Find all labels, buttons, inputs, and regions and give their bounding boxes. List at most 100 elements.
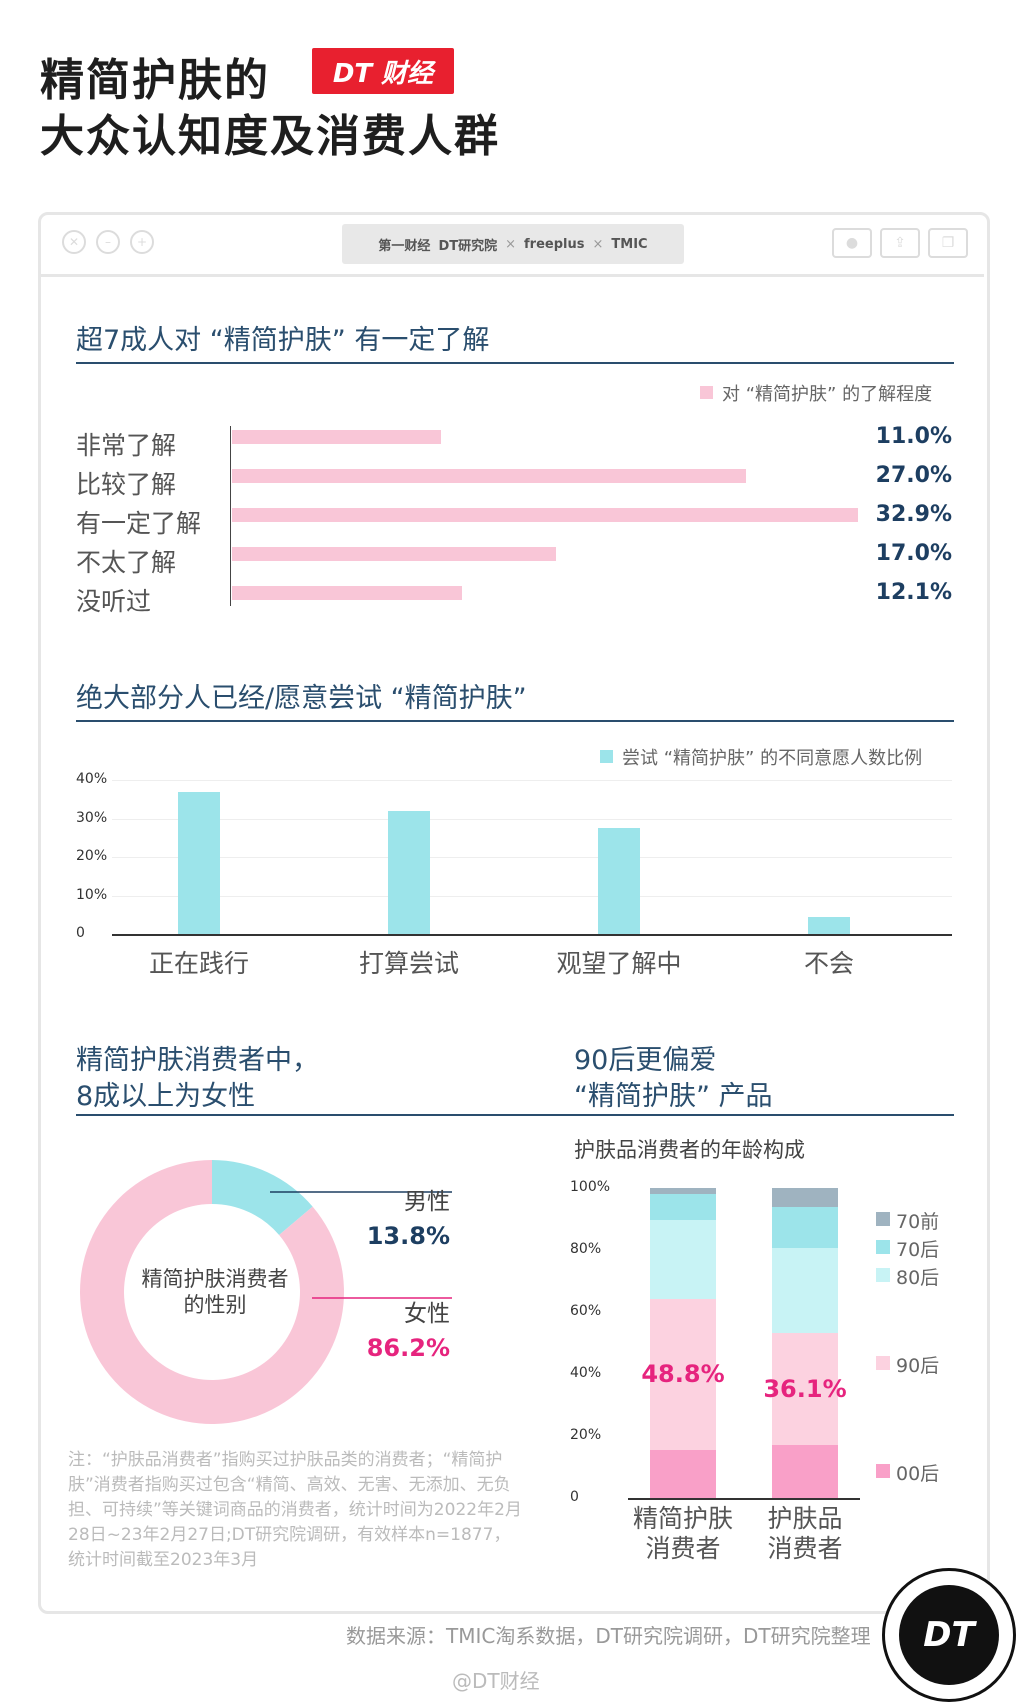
- section-title-age-2: “精简护肤” 产品: [574, 1081, 773, 1112]
- y-tick-label: 100%: [570, 1179, 611, 1195]
- legend-label: 90后: [896, 1355, 940, 1377]
- section-title-gender-2: 8成以上为女性: [76, 1081, 256, 1112]
- y-tick-label: 30%: [76, 809, 108, 826]
- gridline: [112, 818, 952, 820]
- x-category-label: 打算尝试: [358, 949, 459, 978]
- donut-center-line2: 的性别: [183, 1293, 247, 1317]
- legend-label: 80后: [896, 1267, 940, 1289]
- data-label: 36.1%: [763, 1375, 847, 1404]
- data-label: 48.8%: [641, 1360, 725, 1389]
- footnote: 注：“护肤品消费者”指购买过护肤品类的消费者；“精简护肤”消费者指购买过包含“精…: [68, 1450, 522, 1570]
- pie-slice: [80, 1160, 344, 1424]
- section-rule: [76, 720, 954, 722]
- legend-label: 尝试 “精简护肤” 的不同意愿人数比例: [622, 748, 923, 769]
- x-category-label-1: 精简护肤: [632, 1504, 733, 1533]
- legend-swatch: [876, 1356, 890, 1370]
- gridline: [112, 780, 952, 781]
- address-item: TMIC: [611, 236, 648, 252]
- dt-logo-text: DT: [899, 1585, 999, 1685]
- y-tick-label: 20%: [76, 848, 108, 864]
- data-label: 32.9%: [875, 502, 952, 527]
- stacked-segment: [650, 1449, 716, 1498]
- y-tick-label: 40%: [570, 1365, 602, 1381]
- legend-label: 70后: [896, 1239, 940, 1261]
- maximize-icon[interactable]: +: [130, 230, 154, 254]
- x-axis-line: [112, 934, 952, 936]
- section-rule: [76, 1114, 954, 1116]
- category-label: 非常了解: [76, 431, 177, 460]
- x-category-label-1: 护肤品: [767, 1504, 843, 1533]
- female-label: 女性: [404, 1301, 450, 1327]
- y-tick-label: 20%: [570, 1427, 602, 1443]
- bar: [388, 810, 430, 934]
- legend-swatch: [600, 750, 613, 763]
- section-title-awareness: 超7成人对 “精简护肤” 有一定了解: [76, 325, 490, 356]
- browser-toolbar: [38, 212, 984, 277]
- bar: [232, 586, 463, 600]
- bar: [232, 469, 746, 483]
- bar: [598, 828, 640, 934]
- address-item: freeplus: [524, 236, 585, 252]
- address-bar[interactable]: 第一财经 DT研究院 × freeplus × TMIC: [342, 224, 684, 264]
- x-category-label: 不会: [803, 949, 854, 978]
- data-label: 12.1%: [875, 580, 952, 605]
- data-label: 11.0%: [875, 424, 952, 449]
- category-label: 没听过: [76, 587, 152, 616]
- stacked-segment: [650, 1298, 716, 1450]
- y-tick-label: 60%: [570, 1303, 602, 1319]
- x-category-label-2: 消费者: [645, 1534, 721, 1563]
- legend-swatch: [876, 1240, 890, 1254]
- section-rule: [76, 362, 954, 364]
- brand-badge: DT 财经: [312, 48, 454, 94]
- legend-swatch: [700, 386, 713, 399]
- x-category-label-2: 消费者: [767, 1534, 843, 1563]
- y-tick-label: 0: [570, 1489, 579, 1505]
- bar: [178, 791, 220, 934]
- close-icon[interactable]: ✕: [62, 230, 86, 254]
- weibo-handle: @DT财经: [452, 1669, 540, 1693]
- stacked-segment: [772, 1445, 838, 1498]
- legend-swatch: [876, 1268, 890, 1282]
- window-icon[interactable]: ❐: [928, 228, 968, 258]
- category-label: 有一定了解: [76, 509, 202, 538]
- age-chart-title: 护肤品消费者的年龄构成: [574, 1138, 805, 1162]
- female-value: 86.2%: [366, 1334, 450, 1362]
- y-axis-line: [230, 426, 231, 606]
- pie-slice: [212, 1160, 313, 1236]
- page-title-line2: 大众认知度及消费人群: [40, 111, 500, 162]
- bar: [232, 508, 859, 522]
- category-label: 比较了解: [76, 470, 177, 499]
- y-tick-label: 0: [76, 925, 85, 941]
- category-label: 不太了解: [76, 548, 177, 577]
- stacked-segment: [650, 1219, 716, 1299]
- legend-swatch: [876, 1212, 890, 1226]
- minimize-icon[interactable]: –: [96, 230, 120, 254]
- share-icon[interactable]: ⇪: [880, 228, 920, 258]
- dt-logo: DT: [882, 1568, 1016, 1702]
- section-title-willingness: 绝大部分人已经/愿意尝试 “精简护肤”: [76, 683, 527, 714]
- bar: [232, 547, 556, 561]
- legend-label: 70前: [896, 1211, 940, 1233]
- male-label: 男性: [404, 1189, 450, 1215]
- donut-center-line1: 精简护肤消费者: [141, 1267, 289, 1291]
- legend-swatch: [876, 1464, 890, 1478]
- page-title-line1: 精简护肤的: [40, 55, 270, 106]
- male-value: 13.8%: [366, 1222, 450, 1250]
- address-item: 第一财经: [378, 238, 431, 254]
- address-item: ×: [505, 236, 517, 252]
- address-item: DT研究院: [438, 238, 498, 254]
- stacked-segment: [650, 1194, 716, 1220]
- address-item: ×: [592, 236, 604, 252]
- section-title-gender-1: 精简护肤消费者中，: [76, 1045, 319, 1076]
- stacked-segment: [772, 1333, 838, 1446]
- x-category-label: 正在践行: [148, 949, 249, 978]
- y-tick-label: 80%: [570, 1241, 602, 1257]
- gridline: [112, 895, 952, 897]
- x-category-label: 观望了解中: [556, 949, 682, 978]
- bar: [808, 916, 850, 934]
- x-axis-line: [628, 1498, 860, 1500]
- donut-center-label: 精简护肤消费者 的性别: [120, 1266, 310, 1318]
- gender-donut-chart: [80, 1160, 452, 1424]
- record-icon[interactable]: ●: [832, 228, 872, 258]
- stacked-segment: [772, 1206, 838, 1249]
